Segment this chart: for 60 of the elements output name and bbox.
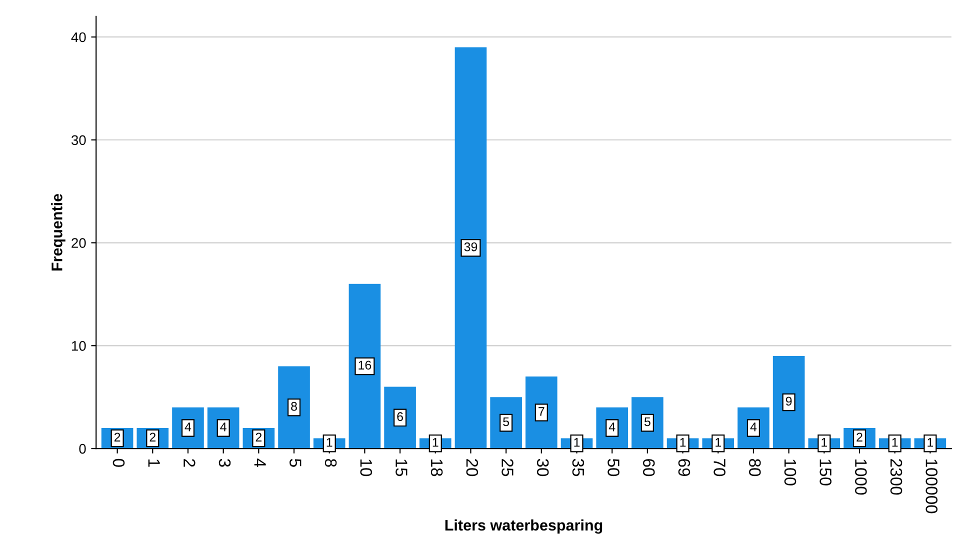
x-tick-label: 80 [749, 458, 761, 476]
x-tick-label: 100 [784, 460, 796, 486]
x-tick-label: 69 [678, 459, 690, 476]
x-tick-label: 150 [820, 460, 832, 486]
x-tick-label: 2 [184, 459, 196, 467]
x-tick-label: 4 [254, 458, 266, 468]
bar [526, 376, 558, 449]
x-tick-label: 70 [714, 459, 726, 476]
bar [348, 284, 381, 449]
data-label: 1 [822, 438, 828, 447]
data-label: 2 [856, 432, 862, 442]
x-tick-label: 18 [430, 460, 443, 476]
x-tick-label: 30 [536, 458, 549, 476]
x-tick-label: 60 [642, 459, 655, 476]
data-label: 4 [220, 422, 226, 432]
x-tick-label: 0 [112, 458, 125, 467]
data-label: 1 [680, 438, 686, 447]
data-label: 5 [644, 417, 650, 426]
x-tick-label: 50 [608, 458, 620, 476]
data-label: 6 [397, 412, 403, 422]
x-tick-label: 10 [360, 460, 372, 476]
data-label: 7 [538, 407, 544, 416]
data-label: 16 [358, 360, 372, 370]
data-label: 9 [786, 396, 792, 406]
x-tick-label: 20 [466, 459, 478, 476]
data-label: 4 [608, 422, 616, 432]
x-tick-label: 2300 [890, 459, 902, 495]
bar [772, 356, 805, 449]
data-label: 1 [892, 438, 898, 447]
x-tick-label: 1000 [855, 460, 867, 495]
data-label: 2 [150, 432, 156, 442]
data-label: 1 [928, 438, 934, 447]
x-tick-label: 3 [218, 458, 231, 467]
x-axis-title: Liters waterbesparing [445, 519, 602, 534]
data-label: 2 [256, 432, 262, 442]
y-tick-label: 10 [72, 340, 86, 351]
data-label: 39 [464, 242, 478, 252]
data-label: 1 [716, 438, 721, 447]
x-tick-label: 1 [148, 460, 160, 467]
x-tick-label: 100000 [926, 460, 938, 514]
y-tick-label: 30 [71, 135, 86, 146]
data-label: 1 [326, 438, 332, 447]
data-label: 4 [750, 422, 757, 432]
data-label: 1 [574, 438, 580, 447]
x-tick-label: 15 [396, 460, 408, 476]
x-tick-label: 5 [290, 458, 302, 467]
data-label: 5 [503, 417, 510, 426]
y-tick-label: 20 [72, 238, 86, 248]
y-tick-label: 40 [71, 32, 86, 42]
x-tick-label: 8 [324, 458, 337, 467]
x-tick-label: 25 [502, 459, 514, 476]
y-axis-title: Frequentie [51, 194, 66, 270]
x-tick-label: 35 [572, 458, 584, 476]
data-label: 8 [291, 402, 297, 411]
data-label: 4 [184, 422, 192, 432]
y-tick-label: 0 [79, 444, 86, 454]
data-label: 2 [114, 432, 120, 442]
data-label: 1 [432, 438, 438, 447]
bar [278, 366, 310, 449]
bar [454, 47, 487, 449]
